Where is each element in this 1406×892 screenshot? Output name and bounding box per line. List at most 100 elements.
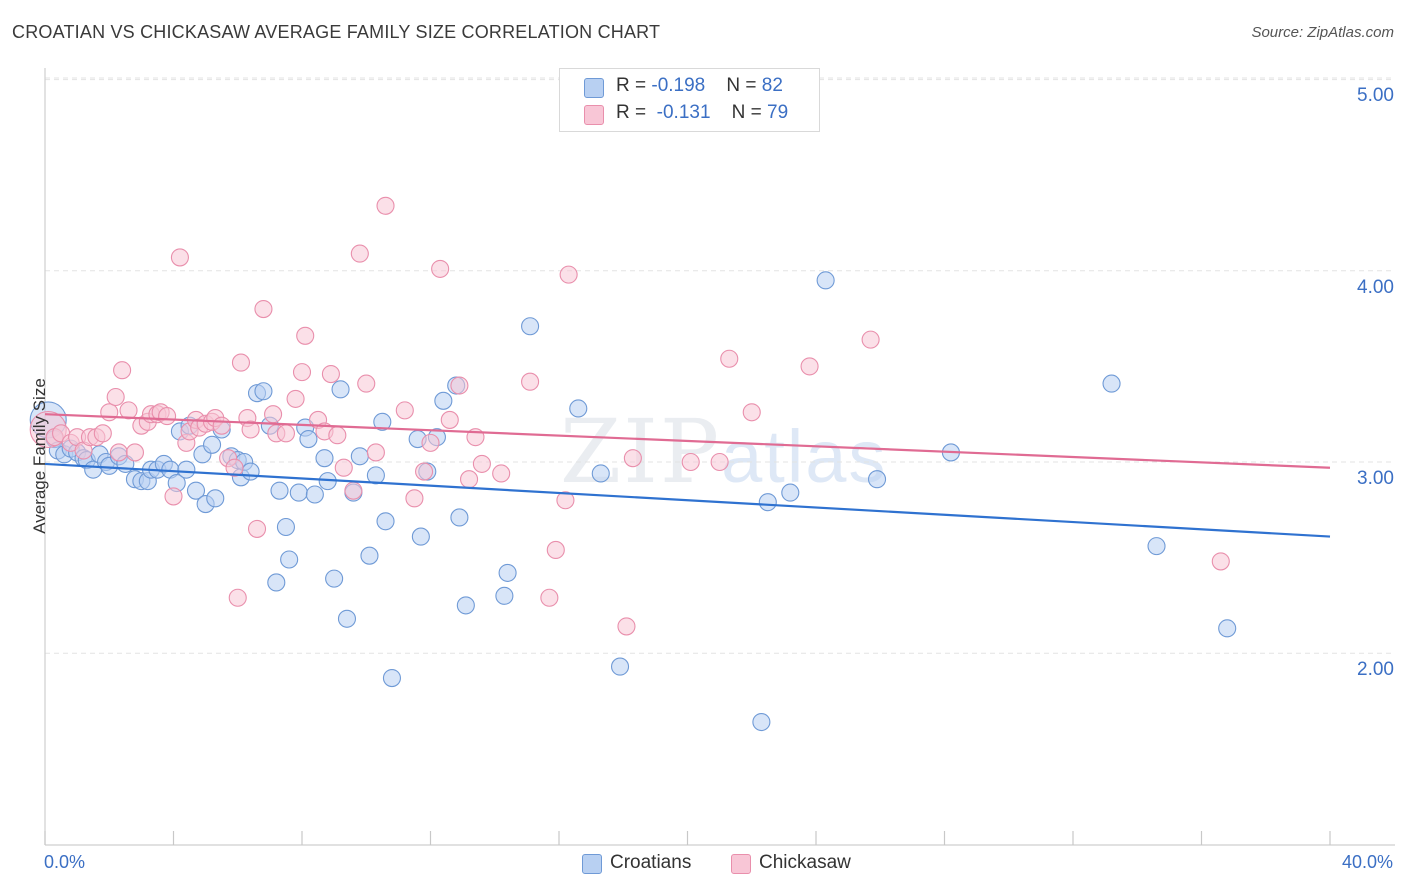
croatians-point <box>206 489 225 508</box>
croatians-point <box>373 412 392 431</box>
source-label: Source: ZipAtlas.com <box>1251 24 1394 41</box>
chickasaw-point <box>296 326 315 345</box>
chickasaw-trendline <box>44 413 1331 469</box>
chickasaw-point <box>431 259 450 278</box>
chickasaw-point <box>450 376 469 395</box>
correlation-legend: R = -0.198 N = 82 R = -0.131 N = 79 <box>559 68 820 132</box>
chickasaw-point <box>720 349 739 368</box>
chickasaw-point <box>376 196 395 215</box>
chart-title: CROATIAN VS CHICKASAW AVERAGE FAMILY SIZ… <box>12 22 661 42</box>
croatians-point <box>186 481 206 500</box>
croatians-point <box>376 512 395 531</box>
croatians-point <box>366 466 385 485</box>
chickasaw-point <box>617 617 636 636</box>
croatians-point <box>758 493 777 512</box>
croatians-point <box>360 546 379 565</box>
croatians-point <box>267 573 286 592</box>
croatians-point <box>350 447 369 466</box>
chickasaw-point <box>472 454 491 473</box>
chickasaw-point <box>106 387 125 407</box>
y-tick-label: 5.00 <box>1357 85 1394 106</box>
croatians-point <box>270 481 289 500</box>
chickasaw-point <box>321 364 340 384</box>
chickasaw-point <box>556 491 575 510</box>
chickasaw-point <box>521 372 540 391</box>
y-tick-label: 2.00 <box>1357 659 1394 680</box>
croatians-point <box>752 712 771 732</box>
croatians-point <box>325 569 344 588</box>
chickasaw-point <box>395 401 414 420</box>
chickasaw-point <box>276 424 295 443</box>
croatians-point <box>276 517 295 537</box>
croatians-point <box>241 462 260 481</box>
croatians-point <box>498 563 517 582</box>
chickasaw-point <box>164 487 183 506</box>
y-tick-label: 3.00 <box>1357 468 1394 489</box>
chickasaw-point <box>415 462 434 481</box>
chickasaw-point <box>119 401 138 420</box>
croatians-point <box>203 435 222 454</box>
croatians-point <box>434 391 453 410</box>
watermark: ZIPatlas <box>560 400 887 503</box>
chickasaw-point <box>100 403 119 422</box>
chickasaw-point <box>93 424 112 443</box>
croatians-point <box>331 380 350 399</box>
croatians-point <box>610 657 630 676</box>
x-tick-label: 40.0% <box>1341 852 1393 872</box>
chickasaw-point <box>540 588 559 607</box>
chickasaw-point <box>421 433 440 452</box>
croatians-point <box>411 527 430 546</box>
r-label: R = <box>616 75 652 96</box>
chickasaw-point <box>559 265 578 284</box>
croatians-point <box>1147 537 1166 556</box>
croatians-swatch <box>582 854 602 874</box>
croatians-point <box>299 430 318 449</box>
chickasaw-point <box>492 464 511 483</box>
chickasaw-point <box>109 443 128 462</box>
chickasaw-point <box>710 452 729 472</box>
chickasaw-point <box>357 374 376 393</box>
series-legend: Croatians Chickasaw <box>0 852 1406 878</box>
chickasaw-point <box>861 330 880 349</box>
n-value: 82 <box>761 75 783 96</box>
croatians-point <box>781 483 800 502</box>
n-value: 79 <box>767 102 789 123</box>
croatians-point <box>305 485 324 504</box>
r-label: R = <box>616 102 652 123</box>
chickasaw-point <box>292 363 312 382</box>
chickasaw-point <box>158 407 177 426</box>
chickasaw-point <box>681 452 700 472</box>
croatians-point <box>456 596 475 615</box>
chickasaw-point <box>334 458 353 477</box>
legend-label: Croatians <box>610 852 692 873</box>
chickasaw-point <box>459 470 479 489</box>
chickasaw-point <box>366 443 385 462</box>
chickasaw-point <box>800 357 819 376</box>
croatians-point <box>280 550 299 569</box>
watermark-atlas: atlas <box>721 415 888 498</box>
y-tick-label: 4.00 <box>1357 277 1394 298</box>
chickasaw-point <box>623 449 642 468</box>
croatians-point <box>521 317 540 336</box>
chickasaw-point <box>264 405 283 424</box>
croatians-point <box>1102 374 1121 393</box>
r-value: -0.198 <box>651 75 706 96</box>
chickasaw-point <box>328 426 347 445</box>
croatians-point <box>315 449 334 468</box>
chickasaw-point <box>254 299 273 319</box>
x-tick-label: 0.0% <box>44 852 86 872</box>
croatians-point <box>450 508 469 527</box>
chickasaw-point <box>440 410 459 429</box>
croatians-point <box>591 464 610 483</box>
croatians-point <box>1218 619 1237 638</box>
chickasaw-point <box>231 353 251 372</box>
chickasaw-point <box>286 389 305 408</box>
chickasaw-point <box>212 416 231 435</box>
croatians-point <box>337 609 357 628</box>
chickasaw-point <box>742 403 761 422</box>
chickasaw-point <box>344 481 363 500</box>
chickasaw-point <box>241 420 260 439</box>
chickasaw-swatch <box>584 105 604 125</box>
y-axis-label: Average Family Size <box>29 378 49 534</box>
croatians-point <box>289 483 308 502</box>
